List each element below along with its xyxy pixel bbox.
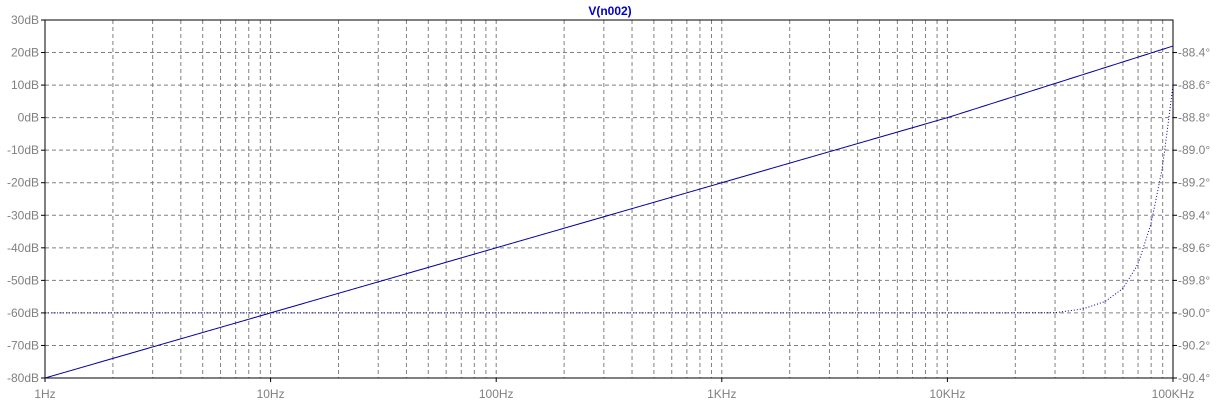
right-axis-tick-label: -88.6° <box>1178 78 1210 92</box>
magnitude-trace <box>44 45 1174 379</box>
left-axis-tick-label: -80dB <box>7 371 39 385</box>
left-axis-tick-label: -30dB <box>7 208 39 222</box>
left-axis-tick-label: -70dB <box>7 338 39 352</box>
x-axis-tick-label: 100Hz <box>479 387 514 401</box>
left-axis-tick-label: 20dB <box>11 46 39 60</box>
left-axis-tick-label: 30dB <box>11 13 39 27</box>
right-axis-tick-label: -89.8° <box>1178 273 1210 287</box>
right-axis-tick-label: -89.0° <box>1178 143 1210 157</box>
right-axis-labels: -88.4° -88.6° -88.8° -89.0° -89.2° -89.4° -89.… <box>1173 46 1210 385</box>
phase-trace <box>45 85 1174 314</box>
right-axis-tick-label: -88.8° <box>1178 111 1210 125</box>
left-axis-tick-label: 10dB <box>11 78 39 92</box>
right-axis-tick-label: -89.2° <box>1178 176 1210 190</box>
left-axis-tick-label: -50dB <box>7 273 39 287</box>
plot-title[interactable]: V(n002) <box>588 4 631 18</box>
right-axis-tick-label: -90.2° <box>1178 338 1210 352</box>
right-axis-tick-label: -90.0° <box>1178 306 1210 320</box>
right-axis-tick-label: -89.4° <box>1178 208 1210 222</box>
left-axis-tick-label: -60dB <box>7 306 39 320</box>
left-axis-tick-label: 0dB <box>18 111 39 125</box>
right-axis-tick-label: -89.6° <box>1178 241 1210 255</box>
left-axis-tick-label: -40dB <box>7 241 39 255</box>
x-axis-tick-label: 10Hz <box>257 387 285 401</box>
series-layer <box>44 45 1174 379</box>
left-axis-tick-label: -20dB <box>7 176 39 190</box>
x-axis-tick-label: 1KHz <box>707 387 736 401</box>
right-axis-tick-label: -90.4° <box>1178 371 1210 385</box>
grid-lines <box>45 20 1173 378</box>
plot-frame <box>44 19 1174 379</box>
left-axis-labels: 30dB 20dB 10dB 0dB -10dB -20dB -30dB -40dB -50dB… <box>7 13 45 385</box>
x-axis-tick-label: 10KHz <box>929 387 965 401</box>
x-axis-tick-label: 1Hz <box>34 387 55 401</box>
left-axis-tick-label: -10dB <box>7 143 39 157</box>
x-axis-tick-label: 100KHz <box>1152 387 1195 401</box>
x-axis-labels: 1Hz 10Hz 100Hz 1KHz 10KHz 100KHz <box>34 378 1194 401</box>
right-axis-tick-label: -88.4° <box>1178 46 1210 60</box>
